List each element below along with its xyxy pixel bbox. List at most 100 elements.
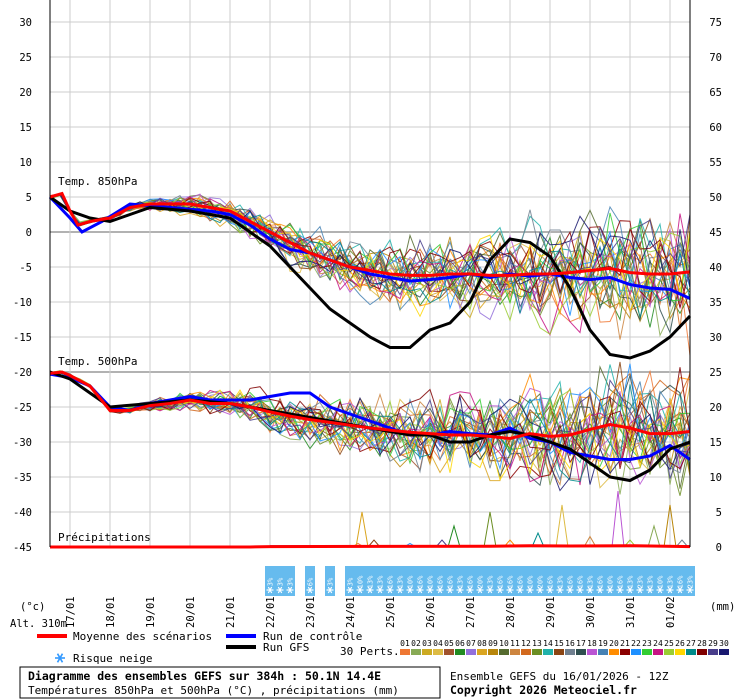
series-gfs-t500 <box>49 370 691 483</box>
snow-risk-pct: 16% <box>387 575 395 588</box>
left-tick-label: 10 <box>19 157 32 169</box>
perturbation-id: 28 <box>697 639 707 648</box>
precip-spike <box>647 524 661 548</box>
snow-risk-cell <box>615 566 625 596</box>
snow-risk-row: 3% 3% 3% 6% 3% 3% 10% 13% 13% 16% 13% 10% 16% 10% 16% 1… <box>265 566 695 596</box>
snow-risk-cell <box>285 566 295 596</box>
snowflake-icon <box>556 586 564 594</box>
snow-risk-pct: 10% <box>357 575 365 588</box>
perturbation-swatch <box>554 649 564 655</box>
perturbation-swatch <box>653 649 663 655</box>
date-tick-label: 26/01 <box>425 596 437 628</box>
snow-risk-cell <box>535 566 545 596</box>
perturbation-id: 30 <box>719 639 729 648</box>
perturbation-swatch <box>697 649 707 655</box>
perturbation-id: 13 <box>532 639 542 648</box>
left-tick-label: 5 <box>26 192 32 204</box>
perturbation-id: 24 <box>653 639 663 648</box>
snow-risk-pct: 13% <box>397 575 405 588</box>
snow-risk-pct: 6% <box>307 577 315 586</box>
t500-panel-label: Temp. 500hPa <box>58 355 137 368</box>
perturbation-swatch <box>576 649 586 655</box>
snowflake-icon <box>536 586 544 594</box>
snow-risk-cell <box>415 566 425 596</box>
snow-risk-pct: 10% <box>527 575 535 588</box>
snowflake-icon <box>276 586 284 594</box>
precip-spike <box>531 531 545 548</box>
snow-risk-cell <box>435 566 445 596</box>
legend-label-gfs: Run GFS <box>263 641 309 654</box>
perturbation-id: 06 <box>455 639 465 648</box>
main-series <box>48 191 692 549</box>
snow-risk-pct: 13% <box>557 575 565 588</box>
right-tick-label: 25 <box>709 367 722 379</box>
snow-risk-pct: 13% <box>487 575 495 588</box>
snow-risk-cell <box>275 566 285 596</box>
snowflake-icon <box>466 586 474 594</box>
right-tick-label: 10 <box>709 472 722 484</box>
left-tick-label: -25 <box>13 402 32 414</box>
snowflake-icon <box>626 586 634 594</box>
precip-spike <box>367 539 381 548</box>
perturbation-line <box>49 371 691 486</box>
date-tick-label: 01/02 <box>665 596 677 628</box>
snow-risk-pct: 16% <box>517 575 525 588</box>
date-tick-label: 29/01 <box>545 596 557 628</box>
perturbation-swatch <box>455 649 465 655</box>
perturbation-id: 20 <box>609 639 619 648</box>
snowflake-icon <box>266 586 274 594</box>
right-tick-label: 70 <box>709 52 722 64</box>
snow-risk-cell <box>575 566 585 596</box>
snow-risk-pct: 13% <box>627 575 635 588</box>
snow-risk-pct: 23% <box>637 575 645 588</box>
snowflake-icon <box>406 586 414 594</box>
snowflake-icon <box>506 586 514 594</box>
date-tick-label: 28/01 <box>505 596 517 628</box>
left-tick-label: -35 <box>13 472 32 484</box>
perturbation-swatch <box>642 649 652 655</box>
right-tick-label: 0 <box>716 542 722 554</box>
precip-spike <box>583 535 597 548</box>
series-mean-t500 <box>49 370 691 441</box>
perturbation-id: 21 <box>620 639 630 648</box>
snow-risk-pct: 16% <box>507 575 515 588</box>
right-tick-label: 40 <box>709 262 722 274</box>
snowflake-icon <box>436 586 444 594</box>
snow-risk-cell <box>345 566 355 596</box>
snow-risk-cell <box>465 566 475 596</box>
precip-spike <box>483 511 497 548</box>
snow-risk-pct: 16% <box>417 575 425 588</box>
snowflake-icon <box>676 586 684 594</box>
snow-risk-pct: 20% <box>477 575 485 588</box>
snow-risk-pct: 16% <box>577 575 585 588</box>
perturbation-swatch <box>521 649 531 655</box>
left-tick-label: 30 <box>19 17 32 29</box>
perturbation-swatch <box>411 649 421 655</box>
perturbation-id: 12 <box>521 639 531 648</box>
snowflake-icon <box>306 586 314 594</box>
perturbation-id: 16 <box>565 639 575 648</box>
perturbation-id: 11 <box>510 639 520 648</box>
snowflake-icon <box>666 586 674 594</box>
right-tick-label: 30 <box>709 332 722 344</box>
snow-risk-cell <box>655 566 665 596</box>
snowflake-icon <box>55 653 65 663</box>
series-mean-t850 <box>49 191 691 277</box>
left-tick-label: 0 <box>26 227 32 239</box>
snow-risk-cell <box>375 566 385 596</box>
snow-risk-cell <box>445 566 455 596</box>
perturbation-id: 23 <box>642 639 652 648</box>
snowflake-icon <box>526 586 534 594</box>
perturbation-id: 14 <box>543 639 553 648</box>
snow-risk-pct: 13% <box>377 575 385 588</box>
snowflake-icon <box>546 586 554 594</box>
right-tick-label: 15 <box>709 437 722 449</box>
snow-risk-cell <box>515 566 525 596</box>
snow-risk-cell <box>525 566 535 596</box>
snow-risk-pct: 3% <box>347 577 355 586</box>
right-tick-label: 45 <box>709 227 722 239</box>
snow-risk-cell <box>565 566 575 596</box>
snowflake-icon <box>646 586 654 594</box>
snowflake-icon <box>346 586 354 594</box>
snow-risk-pct: 13% <box>667 575 675 588</box>
